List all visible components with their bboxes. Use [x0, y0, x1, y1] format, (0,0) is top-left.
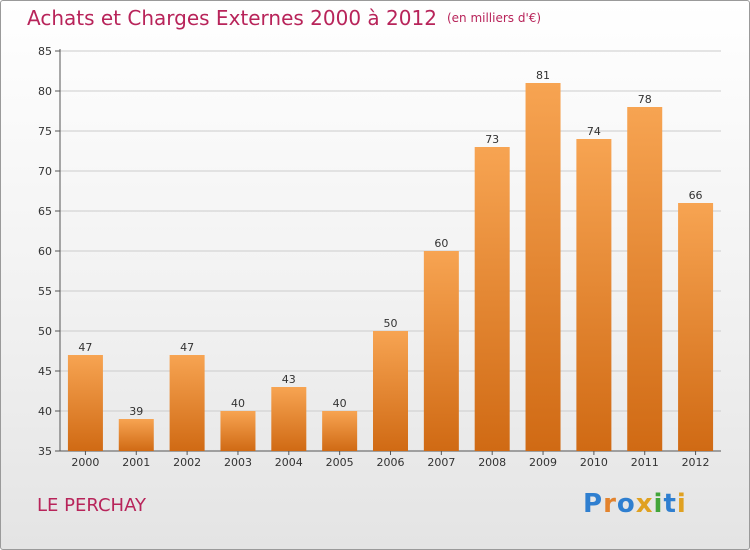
x-tick-label: 2011	[631, 456, 659, 469]
data-label: 40	[333, 397, 347, 410]
data-label: 50	[384, 317, 398, 330]
data-label: 43	[282, 373, 296, 386]
x-tick-label: 2012	[682, 456, 710, 469]
bar	[423, 251, 459, 451]
bar	[576, 139, 612, 451]
bar	[220, 411, 256, 451]
y-tick-label: 55	[38, 285, 52, 298]
y-tick-label: 45	[38, 365, 52, 378]
x-tick-label: 2007	[427, 456, 455, 469]
x-tick-label: 2009	[529, 456, 557, 469]
data-label: 39	[129, 405, 143, 418]
data-label: 40	[231, 397, 245, 410]
data-label: 47	[180, 341, 194, 354]
y-tick-label: 75	[38, 125, 52, 138]
chart-title: Achats et Charges Externes 2000 à 2012 (e…	[27, 6, 541, 30]
x-tick-label: 2008	[478, 456, 506, 469]
x-tick-label: 2010	[580, 456, 608, 469]
chart-title-text: Achats et Charges Externes 2000 à 2012	[27, 6, 437, 30]
bar	[474, 147, 510, 451]
commune-name: LE PERCHAY	[37, 495, 146, 516]
x-tick-label: 2002	[173, 456, 201, 469]
data-label: 74	[587, 125, 601, 138]
data-label: 66	[689, 189, 703, 202]
x-tick-label: 2000	[71, 456, 99, 469]
data-label: 78	[638, 93, 652, 106]
y-tick-label: 35	[38, 445, 52, 458]
bars	[67, 83, 714, 451]
bar	[627, 107, 663, 451]
y-tick-label: 85	[38, 45, 52, 58]
data-label: 47	[78, 341, 92, 354]
bar	[271, 387, 307, 451]
data-labels: 47 39 47 40 43 40 50 60 73 81 74 78 66	[78, 69, 702, 418]
bar	[678, 203, 714, 451]
y-tick-label: 40	[38, 405, 52, 418]
y-tick-label: 70	[38, 165, 52, 178]
bar	[322, 411, 358, 451]
x-tick-label: 2006	[377, 456, 405, 469]
x-tick-label: 2005	[326, 456, 354, 469]
x-tick-label: 2001	[122, 456, 150, 469]
y-tick-label: 65	[38, 205, 52, 218]
y-tick-label: 50	[38, 325, 52, 338]
bar	[118, 419, 154, 451]
proxiti-logo[interactable]: Proxiti	[583, 489, 687, 519]
bar	[373, 331, 408, 451]
data-label: 73	[485, 133, 499, 146]
bar	[169, 355, 205, 451]
bar	[67, 355, 103, 451]
data-label: 60	[434, 237, 448, 250]
x-tick-label: 2003	[224, 456, 252, 469]
x-tick-label: 2004	[275, 456, 303, 469]
y-tick-label: 80	[38, 85, 52, 98]
chart-unit: (en milliers d'€)	[446, 11, 542, 25]
y-tick-label: 60	[38, 245, 52, 258]
data-label: 81	[536, 69, 550, 82]
bar	[525, 83, 561, 451]
